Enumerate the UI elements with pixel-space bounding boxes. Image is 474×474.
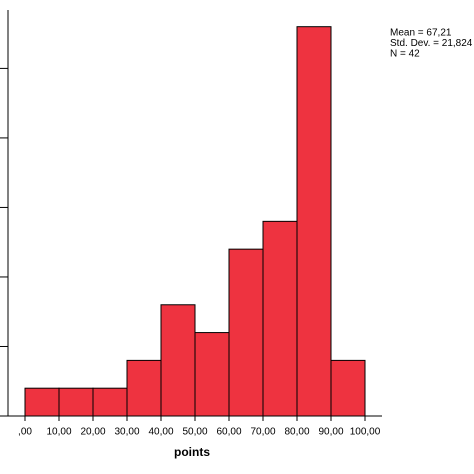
- stats-annotation: N = 42: [390, 49, 420, 60]
- x-tick-label: 10,00: [46, 427, 71, 438]
- bar: [262, 220, 298, 417]
- stats-annotation: Mean = 67,21: [390, 28, 452, 39]
- bar: [58, 387, 94, 417]
- x-tick-label: 30,00: [114, 427, 139, 438]
- x-tick-label: 20,00: [80, 427, 105, 438]
- bar: [24, 387, 60, 417]
- x-tick-label: 60,00: [216, 427, 241, 438]
- bar: [126, 359, 162, 417]
- bar: [92, 387, 128, 417]
- bar: [194, 332, 230, 417]
- x-tick-label: 100,00: [350, 427, 381, 438]
- x-tick-label: 70,00: [250, 427, 275, 438]
- bar: [160, 304, 196, 417]
- bar: [228, 248, 264, 417]
- x-axis-label: points: [174, 445, 210, 459]
- x-tick-label: 90,00: [318, 427, 343, 438]
- x-tick-label: 50,00: [182, 427, 207, 438]
- bar: [296, 26, 332, 417]
- bar: [330, 359, 366, 417]
- x-tick-label: 80,00: [284, 427, 309, 438]
- x-tick-label: 40,00: [148, 427, 173, 438]
- x-tick-label: ,00: [18, 427, 32, 438]
- stats-annotation: Std. Dev. = 21,824: [390, 38, 473, 49]
